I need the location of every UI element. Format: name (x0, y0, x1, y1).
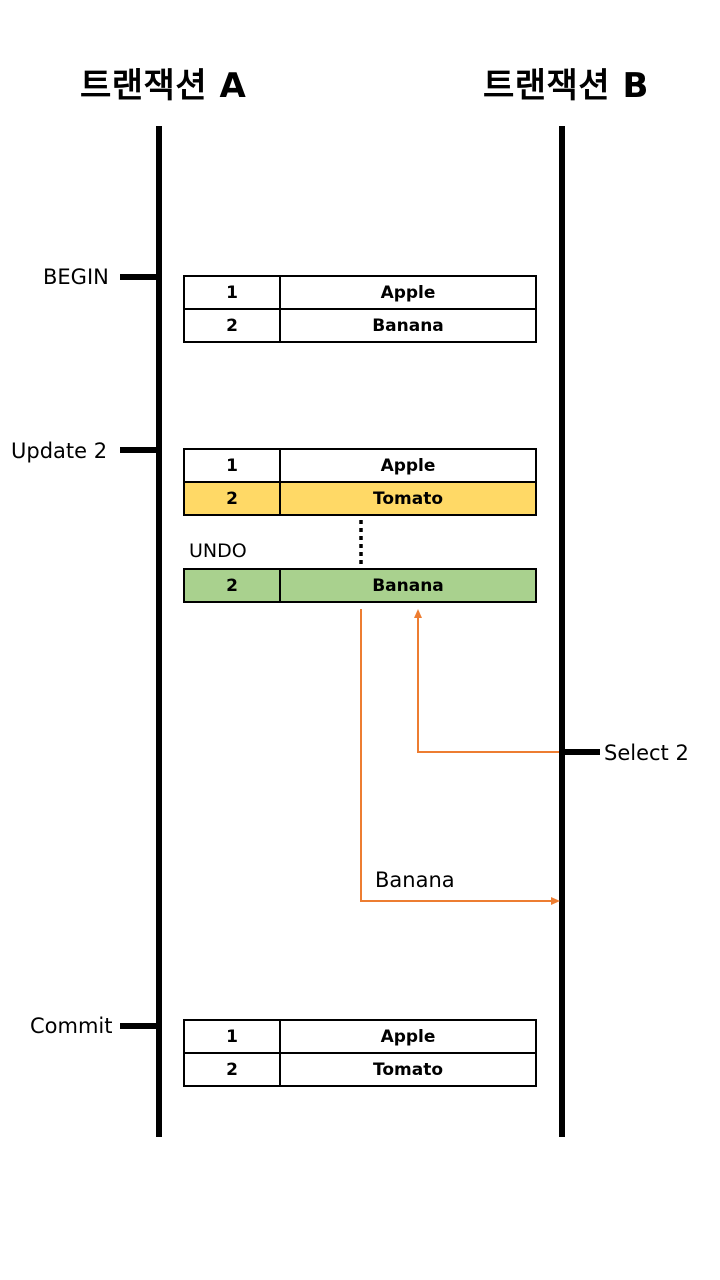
result-label: Banana (375, 868, 455, 892)
select-request-arrow (417, 615, 559, 753)
commit-label: Commit (30, 1014, 113, 1038)
undo-label: UNDO (189, 540, 247, 562)
row-id-cell: 2 (183, 568, 281, 603)
row-value-cell: Tomato (279, 481, 537, 516)
row-value-cell: Apple (279, 275, 537, 310)
row-id-cell: 2 (183, 308, 281, 343)
result-arrowhead (551, 897, 560, 905)
transaction-b-header: 트랜잭션 B (483, 66, 649, 106)
row-value-cell: Tomato (279, 1052, 537, 1087)
updated-row: 2 Tomato (183, 481, 537, 516)
transaction-b-timeline (559, 126, 565, 1137)
table-row: 1 Apple (183, 448, 537, 483)
begin-state-table: 1 Apple 2 Banana (183, 275, 537, 343)
row-id-cell: 1 (183, 1019, 281, 1054)
begin-label: BEGIN (43, 265, 109, 289)
result-arrow (360, 609, 553, 902)
select-tick (562, 749, 600, 755)
update-label: Update 2 (11, 439, 108, 463)
update-tick (120, 447, 158, 453)
row-value-cell: Apple (279, 448, 537, 483)
row-value-cell: Banana (279, 568, 537, 603)
row-value-cell: Banana (279, 308, 537, 343)
transaction-a-timeline (156, 126, 162, 1137)
transaction-a-header: 트랜잭션 A (80, 66, 247, 106)
table-row: 1 Apple (183, 1019, 537, 1054)
select-label: Select 2 (604, 741, 689, 765)
row-value-cell: Apple (279, 1019, 537, 1054)
undo-row: 2 Banana (183, 568, 537, 603)
commit-tick (120, 1023, 158, 1029)
select-request-arrowhead (414, 609, 422, 618)
table-row: 2 Tomato (183, 1052, 537, 1087)
row-id-cell: 2 (183, 1052, 281, 1087)
update-state-table: 1 Apple 2 Tomato (183, 448, 537, 516)
table-row: 2 Banana (183, 308, 537, 343)
row-id-cell: 2 (183, 481, 281, 516)
commit-state-table: 1 Apple 2 Tomato (183, 1019, 537, 1087)
undo-record-table: 2 Banana (183, 568, 537, 603)
begin-tick (120, 274, 158, 280)
row-id-cell: 1 (183, 275, 281, 310)
row-id-cell: 1 (183, 448, 281, 483)
table-row: 1 Apple (183, 275, 537, 310)
